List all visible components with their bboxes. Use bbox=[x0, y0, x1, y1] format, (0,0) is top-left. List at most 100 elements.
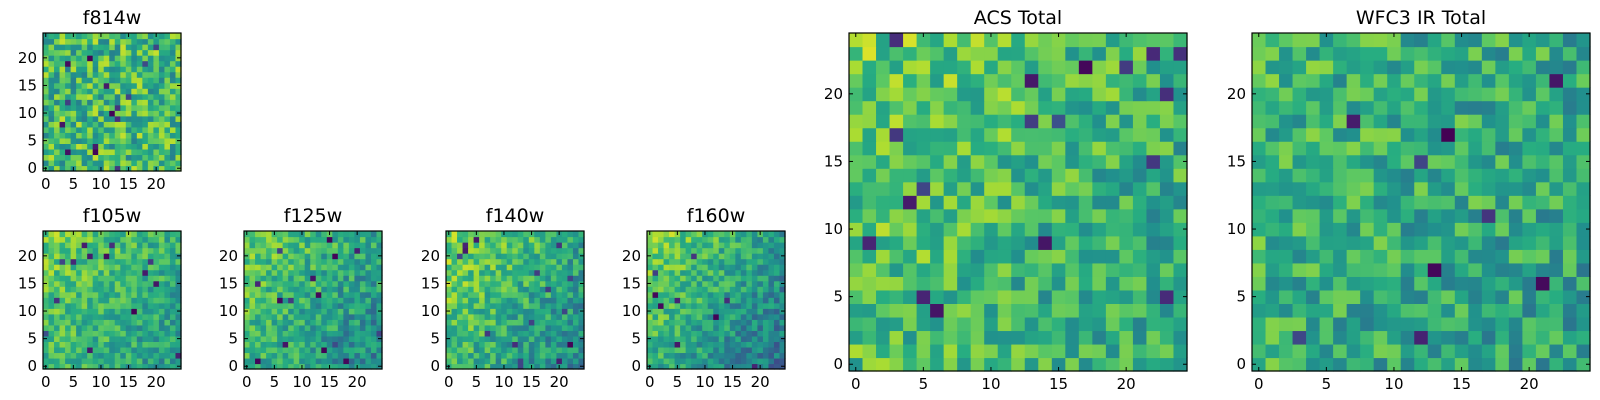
cell bbox=[696, 346, 703, 354]
cell bbox=[1414, 303, 1429, 318]
cell bbox=[175, 126, 182, 133]
cell bbox=[1319, 343, 1334, 359]
cell bbox=[70, 302, 77, 309]
cell bbox=[304, 242, 311, 249]
cell bbox=[1346, 222, 1361, 237]
cell bbox=[1105, 330, 1120, 345]
cell bbox=[696, 231, 703, 238]
y-tick-label: 15 bbox=[18, 274, 37, 292]
cell bbox=[359, 313, 367, 320]
cell bbox=[1306, 262, 1321, 277]
cell bbox=[1576, 114, 1591, 129]
cell bbox=[746, 363, 753, 370]
cell bbox=[751, 280, 758, 287]
cell bbox=[277, 231, 284, 238]
cell bbox=[517, 253, 524, 260]
cell bbox=[735, 357, 742, 365]
cell bbox=[550, 242, 557, 249]
cell bbox=[724, 330, 731, 337]
cell bbox=[1292, 127, 1307, 142]
cell bbox=[457, 297, 464, 304]
cell bbox=[59, 60, 66, 67]
cell bbox=[321, 313, 328, 320]
cell bbox=[1468, 141, 1483, 156]
cell bbox=[164, 330, 171, 337]
cell bbox=[512, 253, 519, 260]
cell bbox=[876, 330, 891, 345]
cell bbox=[876, 316, 891, 332]
cell bbox=[556, 313, 563, 320]
cell bbox=[773, 291, 781, 298]
cell bbox=[1279, 154, 1294, 169]
cell bbox=[446, 313, 453, 320]
cell bbox=[98, 242, 105, 249]
cell bbox=[81, 121, 88, 128]
cell bbox=[1078, 208, 1093, 223]
cell bbox=[87, 341, 94, 348]
cell bbox=[136, 341, 143, 348]
cell bbox=[131, 308, 138, 315]
cell bbox=[92, 154, 99, 161]
cell bbox=[495, 352, 502, 359]
cell bbox=[1132, 60, 1148, 75]
cell bbox=[92, 269, 99, 276]
cell bbox=[773, 231, 781, 238]
cell bbox=[1400, 154, 1415, 169]
cell bbox=[997, 195, 1012, 210]
cell bbox=[1508, 87, 1523, 102]
cell bbox=[376, 242, 383, 249]
cell bbox=[735, 352, 742, 359]
cell bbox=[1078, 262, 1093, 277]
cell bbox=[691, 308, 698, 315]
cell bbox=[337, 308, 344, 315]
cell bbox=[957, 303, 972, 318]
cell bbox=[1011, 289, 1026, 304]
cell bbox=[98, 66, 105, 73]
cell bbox=[724, 275, 731, 282]
cell bbox=[136, 335, 143, 342]
cell bbox=[1119, 154, 1134, 169]
cell bbox=[54, 49, 61, 56]
cell bbox=[930, 60, 945, 75]
cell bbox=[114, 60, 121, 67]
cell bbox=[550, 330, 557, 337]
cell bbox=[1146, 235, 1161, 250]
cell bbox=[528, 357, 535, 365]
cell bbox=[484, 324, 491, 331]
cell bbox=[65, 71, 72, 78]
cell bbox=[669, 330, 676, 337]
cell bbox=[768, 291, 775, 298]
cell bbox=[523, 231, 530, 238]
cell bbox=[1051, 195, 1066, 210]
cell bbox=[1387, 330, 1402, 345]
cell bbox=[501, 291, 508, 298]
cell bbox=[1038, 303, 1053, 318]
cell bbox=[158, 148, 166, 156]
cell bbox=[970, 114, 985, 129]
cell bbox=[1279, 46, 1294, 61]
x-tick-label: 10 bbox=[981, 375, 1000, 393]
cell bbox=[490, 253, 497, 260]
cell bbox=[299, 319, 306, 326]
cell bbox=[501, 253, 508, 260]
cell bbox=[87, 280, 94, 287]
cell bbox=[1360, 87, 1375, 102]
cell bbox=[65, 242, 72, 249]
cell bbox=[1576, 87, 1591, 102]
cell bbox=[1373, 60, 1388, 75]
cell bbox=[125, 82, 132, 89]
cell bbox=[674, 313, 681, 320]
cell bbox=[244, 302, 251, 309]
cell bbox=[125, 115, 132, 122]
cell bbox=[131, 110, 138, 117]
cell bbox=[92, 286, 99, 293]
cell bbox=[1279, 60, 1294, 75]
cell bbox=[1441, 262, 1456, 277]
cell bbox=[326, 264, 333, 271]
cell bbox=[1173, 60, 1188, 75]
cell bbox=[484, 242, 491, 249]
cell bbox=[293, 308, 300, 315]
cell bbox=[153, 104, 160, 111]
cell bbox=[889, 154, 904, 169]
cell bbox=[685, 258, 692, 265]
